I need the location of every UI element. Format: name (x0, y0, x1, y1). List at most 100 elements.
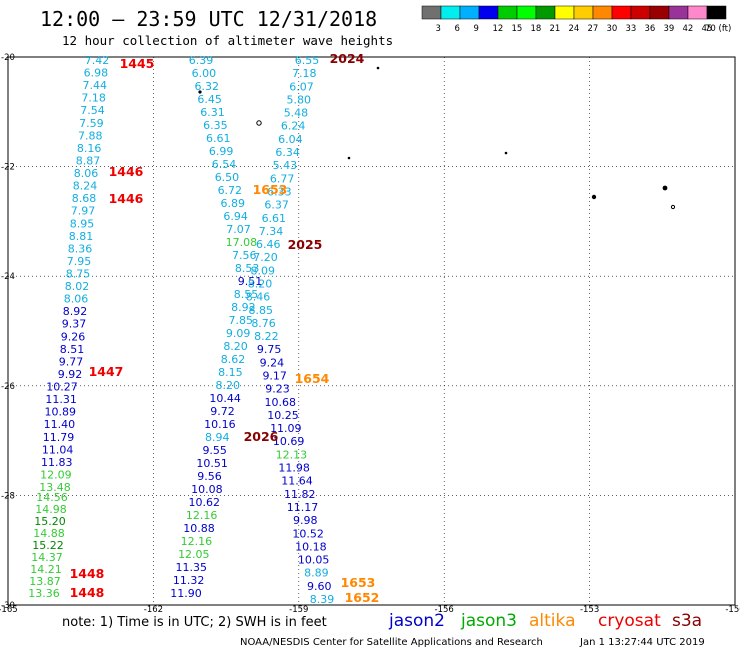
wave-height-value: 6.37 (264, 199, 289, 212)
wave-height-value: 6.07 (289, 80, 314, 93)
wave-height-value: 7.88 (78, 129, 103, 142)
x-tick-label: -162 (144, 605, 163, 615)
legend-jason2: jason2 (388, 611, 445, 631)
colorbar-swatch (459, 5, 480, 20)
wave-height-value: 8.76 (251, 317, 276, 330)
wave-height-value: 8.46 (246, 291, 271, 304)
wave-height-value: 8.20 (248, 277, 273, 290)
time-marker: 1445 (120, 56, 155, 71)
x-tick-label: -150 (725, 605, 740, 615)
wave-height-value: 9.26 (61, 330, 86, 343)
time-marker: 1653 (341, 575, 376, 590)
island-dot (256, 120, 262, 126)
wave-height-value: 6.24 (281, 120, 306, 133)
island-dots (198, 66, 676, 210)
colorbar-swatch (554, 5, 575, 20)
wave-height-value: 7.44 (83, 79, 108, 92)
wave-height-value: 6.35 (203, 119, 228, 132)
wave-height-value: 8.94 (205, 431, 230, 444)
wave-height-value: 6.50 (215, 171, 240, 184)
wave-height-value: 10.89 (45, 406, 77, 419)
wave-height-value: 8.16 (77, 142, 102, 155)
wave-height-value: 7.18 (292, 67, 317, 80)
wave-height-value: 9.51 (238, 275, 263, 288)
wave-height-value: 7.07 (226, 223, 251, 236)
island-dot (347, 156, 351, 160)
wave-height-value: 10.44 (209, 392, 241, 405)
wave-height-value: 8.68 (72, 192, 97, 205)
wave-height-value: 9.72 (210, 405, 235, 418)
wave-height-value: 11.64 (281, 475, 313, 488)
legend-jason3: jason3 (460, 611, 517, 631)
wave-height-value: 11.35 (175, 561, 207, 574)
time-marker: 1447 (89, 364, 124, 379)
wave-height-value: 8.81 (69, 230, 94, 243)
time-marker: 1448 (70, 566, 105, 581)
page-title: 12:00 – 23:59 UTC 12/31/2018 (40, 7, 377, 31)
wave-height-value: 10.68 (265, 396, 297, 409)
wave-height-value: 5.43 (273, 159, 298, 172)
colorbar-swatch (668, 5, 689, 20)
legend-s3a: s3a (672, 611, 702, 631)
wave-height-value: 8.92 (63, 305, 88, 318)
x-tick-label: -153 (580, 605, 599, 615)
colorbar-swatch (535, 5, 556, 20)
wave-height-value: 9.56 (197, 470, 222, 483)
wave-height-value: 14.56 (36, 491, 68, 504)
wave-height-value: 9.23 (265, 383, 290, 396)
wave-height-value: 8.89 (304, 567, 329, 580)
wave-height-value: 8.02 (65, 280, 90, 293)
colorbar-swatch (440, 5, 461, 20)
time-marker: 2026 (244, 429, 279, 444)
wave-height-value: 6.00 (192, 67, 217, 80)
wave-height-value: 7.97 (71, 205, 96, 218)
wave-height-value: 6.55 (295, 54, 320, 67)
wave-height-value: 6.04 (278, 133, 303, 146)
wave-height-value: 10.25 (267, 409, 299, 422)
time-marker: 1652 (345, 590, 380, 605)
colorbar-swatch (573, 5, 594, 20)
wave-height-value: 9.09 (226, 327, 251, 340)
wave-height-value: 7.95 (67, 255, 92, 268)
colorbar-label: 18 (531, 24, 542, 34)
wave-height-value: 6.98 (84, 67, 109, 80)
colorbar-label: 42 (683, 24, 694, 34)
wave-height-value: 10.18 (295, 540, 327, 553)
wave-height-value: 8.39 (310, 593, 335, 606)
wave-height-value: 10.08 (191, 483, 223, 496)
time-marker: 2025 (288, 237, 323, 252)
wave-height-value: 13.87 (29, 575, 61, 588)
wave-height-value: 8.15 (218, 366, 243, 379)
plot-frame (7, 56, 736, 606)
wave-height-value: 6.72 (218, 184, 243, 197)
wave-height-value: 15.22 (32, 539, 64, 552)
y-tick-label: -30 (1, 601, 15, 611)
wave-height-value: 6.61 (206, 132, 231, 145)
wave-height-value: 8.36 (68, 242, 93, 255)
time-marker: 1653 (253, 182, 288, 197)
wave-height-value: 6.33 (267, 185, 292, 198)
wave-height-value: 11.82 (284, 488, 316, 501)
wave-height-value: 8.06 (74, 167, 99, 180)
wave-height-value: 14.37 (31, 551, 63, 564)
wave-height-value: 9.17 (262, 370, 287, 383)
wave-height-value: 10.52 (292, 527, 324, 540)
credit-line: NOAA/NESDIS Center for Satellite Applica… (240, 637, 543, 648)
time-marker: 1446 (109, 191, 144, 206)
colorbar-label: 30 (607, 24, 618, 34)
wave-height-value: 11.98 (278, 462, 310, 475)
y-tick-label: -26 (1, 382, 15, 392)
plot-grid (8, 57, 735, 605)
wave-height-value: 14.88 (33, 527, 65, 540)
wave-height-value: 6.39 (189, 54, 214, 67)
colorbar-label: 12 (493, 24, 504, 34)
wave-height-value: 9.60 (307, 580, 332, 593)
legend-altika: altika (529, 611, 576, 631)
wave-height-value: 13.48 (39, 481, 71, 494)
wave-height-value: 11.09 (270, 422, 302, 435)
time-marker: 1448 (70, 585, 105, 600)
wave-height-value: 13.36 (28, 587, 60, 600)
wave-height-value: 10.69 (273, 435, 305, 448)
wave-height-value: 10.88 (183, 522, 215, 535)
wave-height-value: 10.27 (46, 381, 78, 394)
